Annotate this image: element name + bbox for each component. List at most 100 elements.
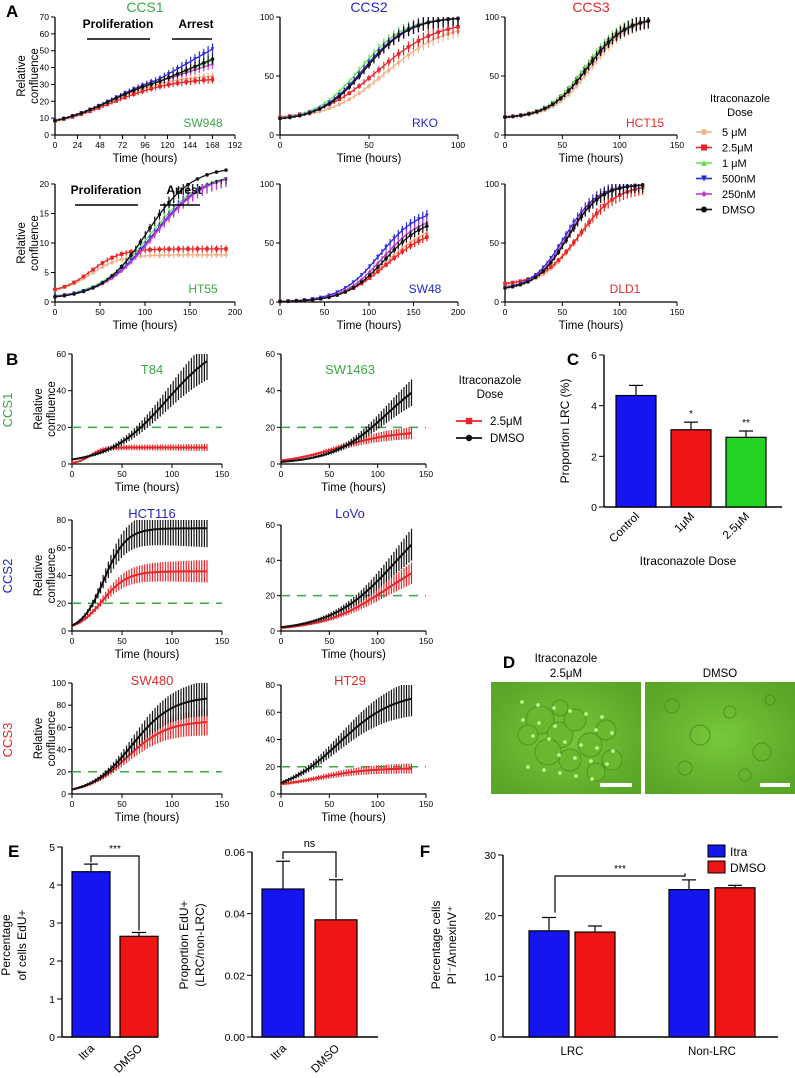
data-point (425, 213, 429, 218)
y-tick-label: 20 (266, 762, 276, 772)
data-point (201, 61, 206, 65)
y-tick-label: 100 (485, 12, 499, 22)
series-line (279, 17, 459, 120)
data-point (386, 42, 391, 46)
y-axis-title: Relative (33, 718, 45, 760)
series-line (504, 184, 643, 289)
data-point (53, 295, 57, 299)
data-point (186, 182, 190, 187)
data-point (110, 255, 114, 260)
x-tick-label: 120 (160, 140, 174, 150)
y-axis-title: confluence (29, 48, 41, 104)
phase-annotation: Proliferation Arrest (83, 17, 214, 40)
x-tick-label: 150 (215, 469, 229, 479)
series-line (280, 392, 413, 463)
y-tick-label: 80 (57, 515, 67, 525)
data-point (406, 45, 411, 49)
data-point (72, 280, 76, 285)
series-line (279, 17, 459, 120)
y-axis-title: confluence (46, 548, 58, 604)
legend-item-label: 2.5μM (490, 416, 522, 428)
image-label: DMSO (703, 668, 738, 680)
y-tick-label: 50 (40, 46, 50, 56)
bar-2 (725, 436, 767, 508)
data-point (359, 273, 364, 277)
cell-line-label: HCT15 (626, 116, 664, 130)
data-point (384, 245, 388, 250)
data-point (602, 192, 607, 197)
legend-marker (701, 191, 707, 197)
data-point (566, 92, 571, 97)
cell-outline (689, 724, 711, 746)
data-point (400, 240, 405, 244)
data-point (166, 71, 171, 76)
data-point (574, 84, 579, 88)
series-5M (53, 251, 228, 292)
data-point (149, 86, 154, 91)
cell-cluster (601, 749, 623, 771)
y-tick-label: 40 (40, 63, 50, 73)
data-point (456, 25, 460, 29)
y-tick-label: 30 (40, 79, 50, 89)
x-tick-label: 100 (371, 469, 385, 479)
x-axis-title: Time (hours) (115, 812, 180, 824)
data-point (396, 60, 401, 65)
data-point (396, 52, 401, 56)
data-point (384, 263, 388, 267)
x-axis-title: Time (hours) (115, 649, 180, 661)
legend-title: Dose (477, 389, 504, 401)
x-tick-label: 168 (205, 140, 219, 150)
x-tick-label: 50 (325, 469, 335, 479)
bar-dmso-1 (714, 887, 756, 1038)
series-line (280, 544, 413, 629)
legend-marker (701, 160, 707, 166)
y-tick-label: 100 (485, 179, 499, 189)
data-point (582, 74, 587, 78)
x-axis-title: Time (hours) (113, 153, 178, 165)
x-tick-label: 0 (279, 799, 284, 809)
data-point (572, 240, 576, 245)
x-axis-title: Time (hours) (559, 320, 624, 332)
data-point (602, 203, 607, 208)
data-point (617, 186, 622, 191)
x-tick-label: Itra (269, 1042, 290, 1063)
chart-title: CCS1 (126, 0, 164, 15)
data-point (392, 243, 397, 248)
bar-itra-1 (668, 888, 710, 1038)
data-point (157, 227, 162, 231)
chart-a2: 0 50 100 0 50 100 Time (hours) (260, 12, 466, 165)
data-point (193, 79, 197, 83)
data-point (148, 253, 152, 258)
data-point (519, 113, 523, 118)
data-point (201, 78, 206, 82)
data-point (167, 215, 171, 220)
data-point (357, 74, 361, 79)
data-point (110, 276, 114, 281)
data-point (62, 293, 67, 298)
y-tick-label: 15 (40, 209, 50, 219)
y-tick-label: 50 (265, 71, 275, 81)
chart-a6: 0 50 100 0 50 100 150 Time (hours) (485, 179, 685, 332)
data-point (426, 21, 431, 25)
chart-b1: 0 20 40 60 0 50 100 150 Time (hours) Relative conf… (33, 349, 229, 494)
data-point (406, 28, 411, 32)
data-point (625, 184, 630, 189)
phase-annotation: Proliferation Arrest (71, 183, 202, 206)
series-line (280, 572, 413, 629)
x-tick-label: 1μM (673, 511, 697, 535)
x-tick-label: 0 (279, 636, 284, 646)
proliferation-label: Proliferation (71, 183, 142, 197)
chart-e1: 0 1 2 3 4 5 Percentage of cells EdU+ Itra DMSO *** (0, 842, 159, 1076)
panel-label-b: B (6, 350, 18, 369)
fluorescent-dot (552, 706, 556, 710)
data-point (91, 270, 95, 275)
bar-1 (119, 935, 159, 1038)
data-point (184, 68, 189, 72)
legend-marker (701, 175, 707, 182)
series-line (71, 446, 207, 464)
x-tick-label: 150 (670, 307, 684, 317)
series-DMSO (503, 183, 645, 290)
chart-a1: 0 10 20 30 40 50 60 70 0 24 48 72 96 120 144 168 192 Time… (16, 12, 242, 165)
y-axis-title: Percentage cells (429, 901, 443, 990)
chart-b3: 0 20 40 60 80 0 50 100 150 Time (hours) Relative co… (33, 515, 229, 661)
